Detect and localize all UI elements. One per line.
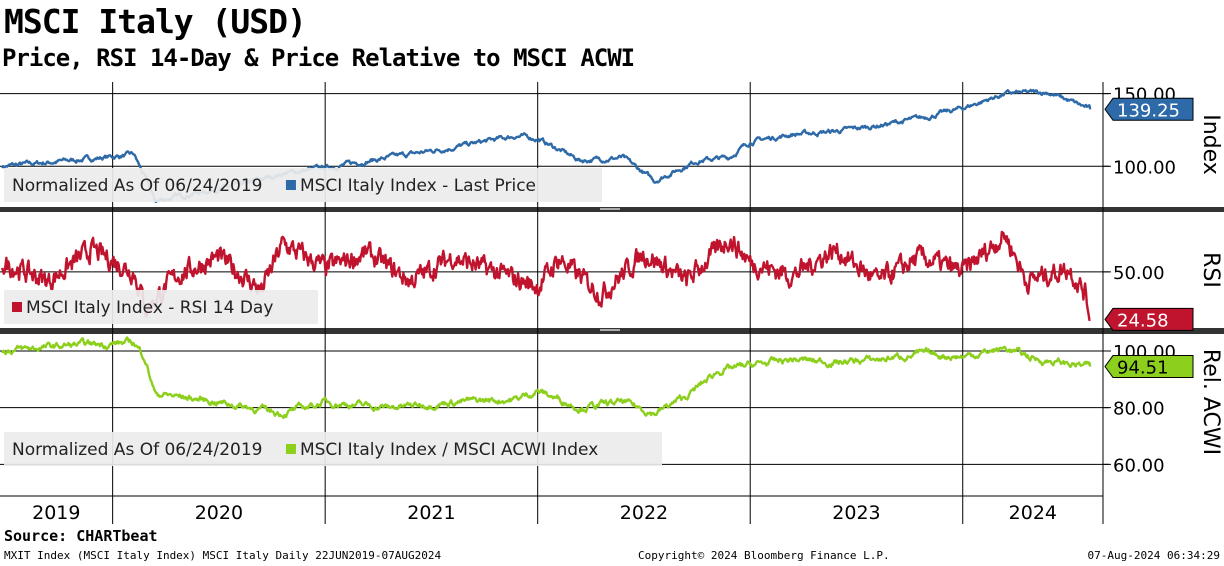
panel-resize-handle [600,329,620,331]
relative-legend-swatch [285,444,296,454]
price-legend-label: MSCI Italy Index - Last Price [300,176,536,196]
axis-tick-label: 100.00 [1113,157,1176,178]
price-last-value: 139.25 [1117,100,1180,121]
rsi-last-value: 24.58 [1117,310,1169,331]
footer-copyright: Copyright© 2024 Bloomberg Finance L.P. [638,549,890,562]
chart-subtitle: Price, RSI 14-Day & Price Relative to MS… [2,44,635,72]
price-axis-title: Index [1198,114,1223,175]
price-last-tag [1104,97,1194,121]
footer-timestamp: 07-Aug-2024 06:34:29 [1087,549,1220,562]
legends: Normalized As Of 06/24/2019 MSCI Italy In… [4,168,662,466]
panel-backgrounds [0,207,1224,334]
year-tick-label: 2021 [407,502,455,524]
price-legend-box [4,168,602,202]
footer-security-info: MXIT Index (MSCI Italy Index) MSCI Italy… [4,549,442,562]
source-note: Source: CHARTbeat [4,527,158,545]
price-legend-prefix: Normalized As Of 06/24/2019 [12,176,262,196]
relative-legend-label: MSCI Italy Index / MSCI ACWI Index [300,440,598,460]
year-tick-label: 2020 [195,502,243,524]
series-lines [0,88,1092,420]
price-legend-swatch [285,180,296,190]
rsi-series-line [0,230,1091,322]
year-tick-label: 2023 [832,502,880,524]
rsi-legend-box [4,290,318,324]
year-tick-label: 2024 [1009,502,1057,524]
axis-tick-label: 80.00 [1113,399,1165,420]
panel-resize-handle [600,208,620,210]
rsi-legend-label: MSCI Italy Index - RSI 14 Day [26,298,273,318]
year-tick-label: 2022 [620,502,668,524]
axis-tick-label: 60.00 [1113,455,1165,476]
rsi-last-tag [1104,307,1194,331]
axis-tick-label: 50.00 [1113,263,1165,284]
relative-series-line [1,336,1092,420]
relative-legend-prefix: Normalized As Of 06/24/2019 [12,440,262,460]
year-tick-label: 2019 [32,502,80,524]
relative-last-value: 94.51 [1117,358,1169,379]
relative-legend-box [4,432,662,466]
rsi-axis-title: RSI [1198,252,1223,288]
chart-title: MSCI Italy (USD) [4,2,307,41]
relative-axis-title: Rel. ACWI [1198,349,1223,455]
rsi-legend-swatch [12,302,22,312]
axes: 100.00150.0050.0060.0080.00100.00139.252… [32,82,1223,524]
relative-last-tag [1104,355,1194,379]
